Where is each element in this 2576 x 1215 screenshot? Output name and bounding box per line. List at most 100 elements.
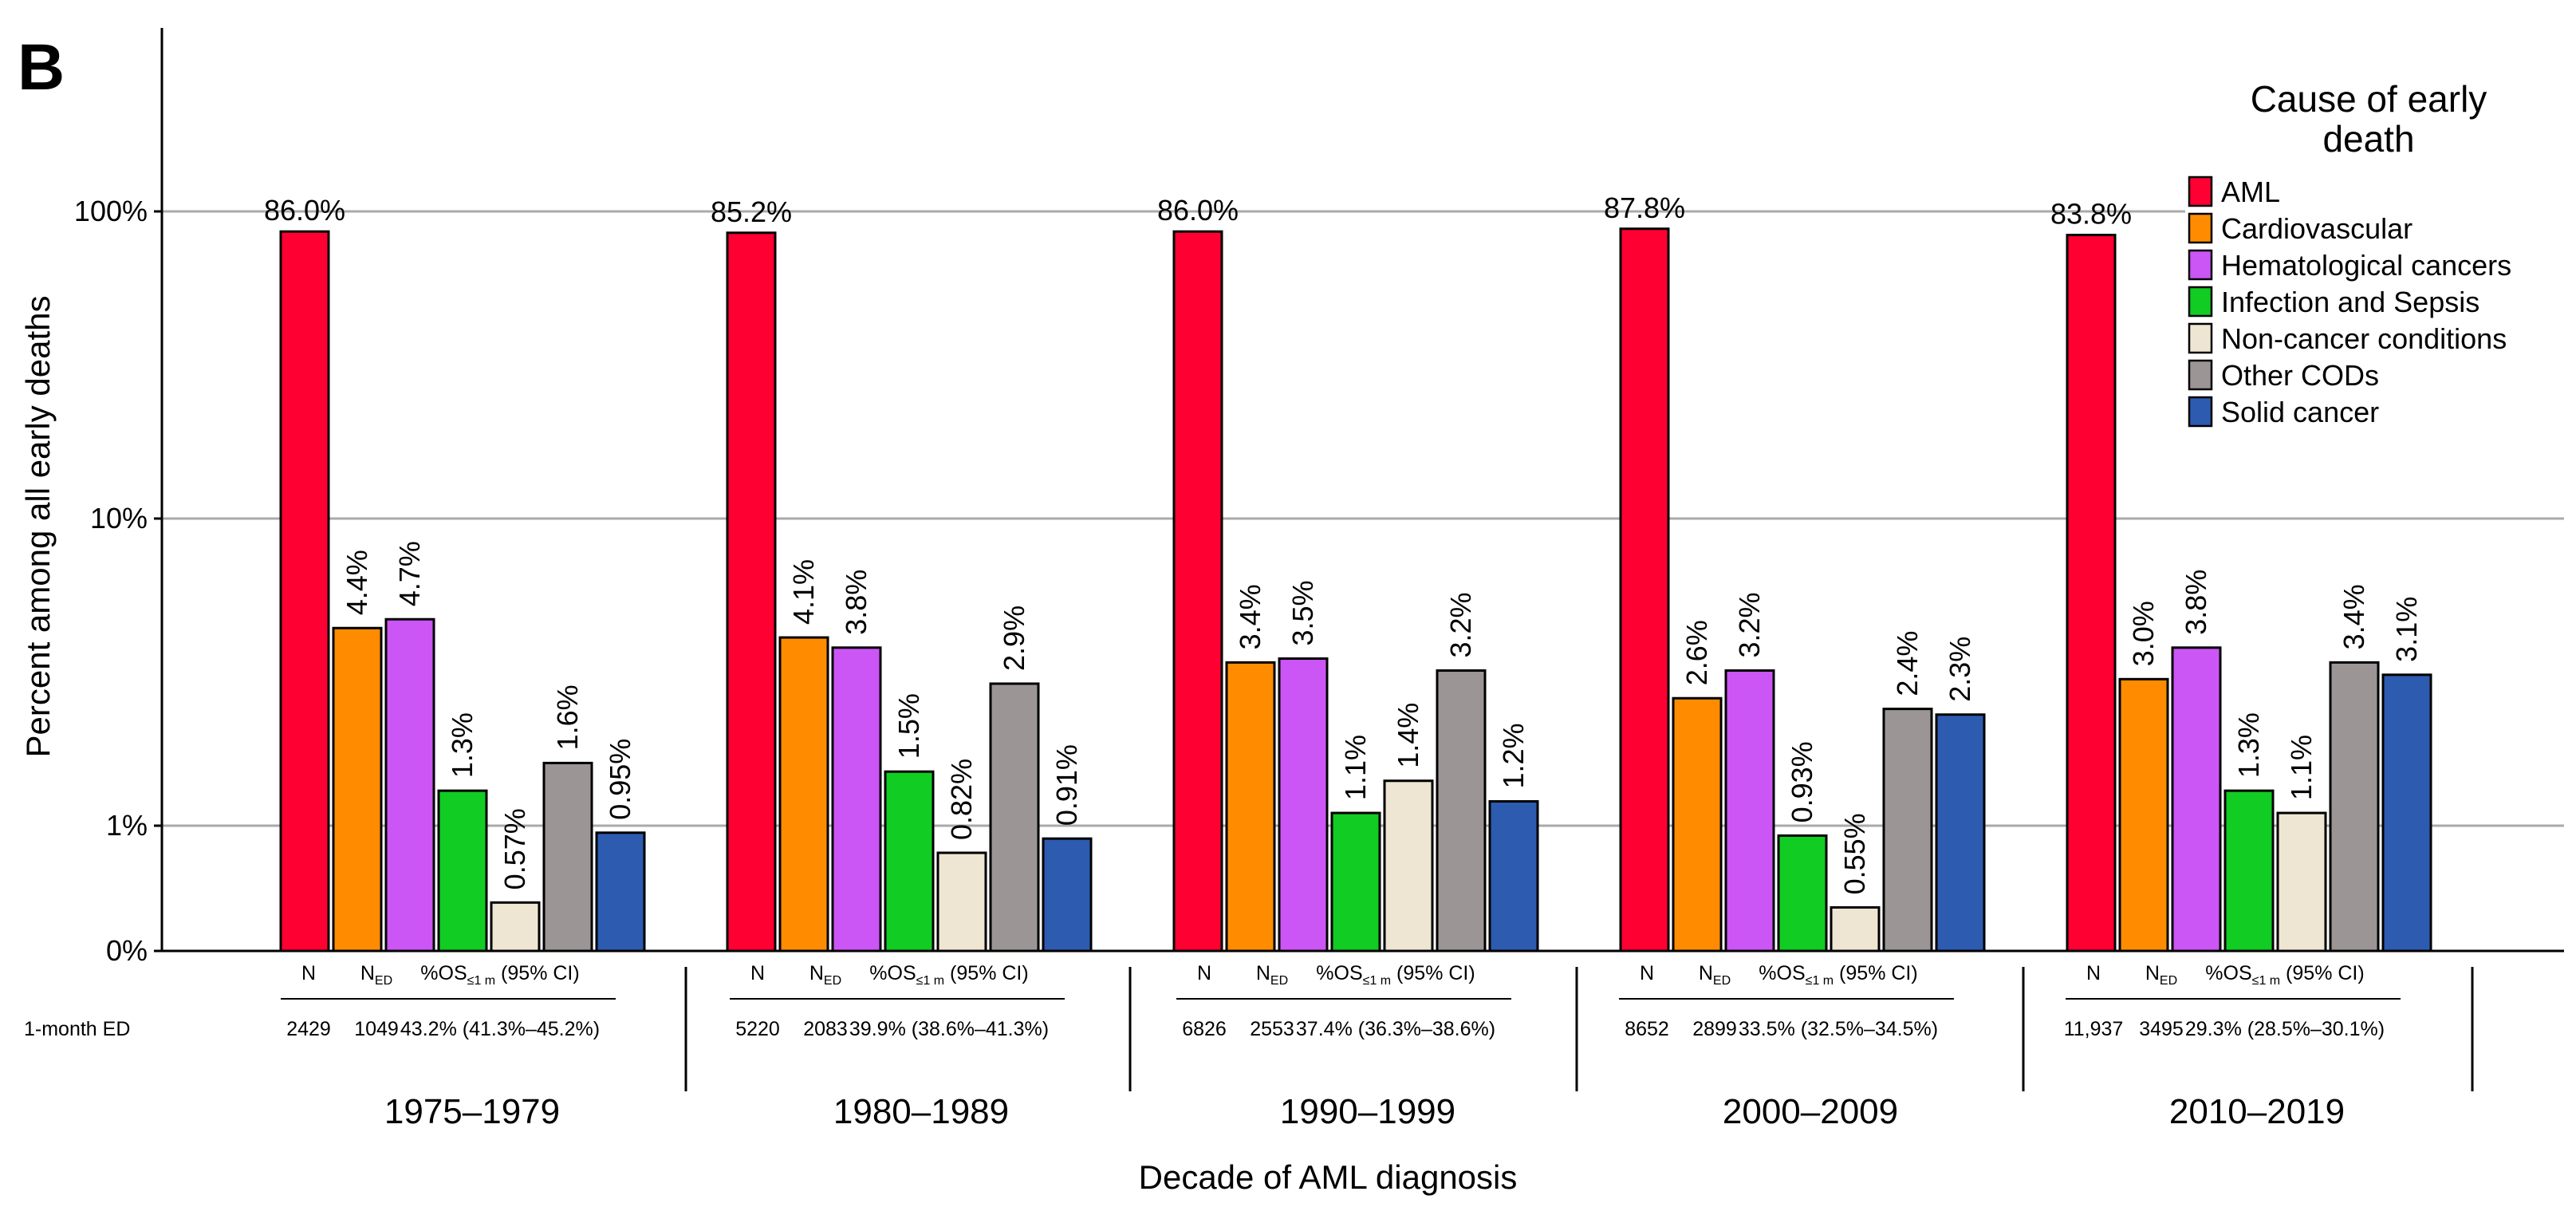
bar-cardiovascular-1980-1989 [778,636,829,953]
data-label: 0.55% [1838,813,1871,894]
bar-hematological-cancers-1975-1979 [384,617,435,953]
bar-infection-and-sepsis-2000-2009 [1777,834,1828,953]
legend-label-aml: AML [2221,176,2280,208]
table-header-n: N [1197,962,1211,984]
data-label: 2.6% [1680,620,1713,685]
legend-label-hematological-cancers: Hematological cancers [2221,249,2511,282]
table-cell-os: 39.9% (38.6%–41.3%) [849,1018,1049,1040]
bar-other-cods-1990-1999 [1436,669,1487,953]
table-header-ned: NED [1256,962,1288,988]
table-cell-ned: 2899 [1692,1018,1737,1040]
data-label: 3.1% [2390,597,2423,662]
data-label: 3.5% [1286,580,1319,645]
data-label: 4.1% [787,559,820,625]
data-label: 2.3% [1944,637,1976,702]
table-header-ned: NED [809,962,841,988]
data-label: 0.95% [604,739,636,820]
bars [279,227,2432,953]
table-header-ned: NED [2145,962,2177,988]
bar-other-cods-1980-1989 [989,682,1040,953]
legend-swatch-other-cods [2188,359,2213,391]
table-row-label: 1-month ED [24,1018,130,1040]
bar-hematological-cancers-2000-2009 [1724,669,1775,953]
table-cell-n: 8652 [1625,1018,1669,1040]
bar-aml-1980-1989 [726,231,777,953]
y-tick-label: 1% [106,809,148,842]
table-header-os: %OS≤1 m (95% CI) [1316,962,1475,988]
bar-infection-and-sepsis-1980-1989 [884,770,935,953]
data-label: 4.7% [393,541,426,606]
bar-aml-2010-2019 [2066,234,2117,953]
bar-other-cods-2000-2009 [1882,708,1933,953]
legend-label-other-cods: Other CODs [2221,359,2379,392]
bar-cardiovascular-2010-2019 [2118,677,2169,953]
bar-aml-2000-2009 [1619,227,1670,953]
data-label: 1.2% [1497,723,1530,788]
data-label: 1.3% [446,712,479,778]
x-category-label-2000-2009: 2000–2009 [1723,1092,1898,1131]
data-label: 3.0% [2127,601,2160,666]
data-label: 1.1% [1339,735,1372,800]
data-label: 2.4% [1891,631,1924,696]
bar-infection-and-sepsis-1975-1979 [437,789,488,953]
bar-other-cods-1975-1979 [542,761,593,953]
table-cell-n: 11,937 [2064,1018,2124,1040]
legend-swatch-aml [2188,176,2213,207]
bar-hematological-cancers-1980-1989 [831,646,882,953]
data-label: 1.1% [2285,735,2318,800]
table-cell-n: 2429 [286,1018,331,1040]
table-header-os: %OS≤1 m (95% CI) [1759,962,1917,988]
bar-solid-cancer-2010-2019 [2381,673,2432,953]
table-cell-os: 33.5% (32.5%–34.5%) [1739,1018,1938,1040]
bar-aml-1990-1999 [1172,230,1223,953]
summary-table: 1-month ED N NED %OS≤1 m (95% CI) 2429 1049 43… [24,962,2474,1131]
table-header-os: %OS≤1 m (95% CI) [869,962,1028,988]
bar-solid-cancer-1990-1999 [1488,800,1539,953]
bar-cardiovascular-2000-2009 [1672,696,1723,953]
data-label: 83.8% [2050,198,2132,231]
table-header-os: %OS≤1 m (95% CI) [2205,962,2364,988]
bar-cardiovascular-1975-1979 [332,626,383,953]
data-label: 86.0% [1157,194,1239,227]
legend-label-non-cancer-conditions: Non-cancer conditions [2221,322,2507,355]
table-cell-os: 29.3% (28.5%–30.1%) [2185,1018,2385,1040]
table-cell-os: 43.2% (41.3%–45.2%) [400,1018,600,1040]
x-category-label-1990-1999: 1990–1999 [1280,1092,1455,1131]
data-label: 3.2% [1444,592,1477,657]
legend-swatch-solid-cancer [2188,396,2213,428]
table-cell-n: 5220 [735,1018,780,1040]
legend-title: death [2322,118,2414,160]
legend-swatch-cardiovascular [2188,212,2213,244]
data-label: 1.6% [551,684,584,750]
data-label: 86.0% [264,194,345,227]
data-label: 1.4% [1392,703,1424,768]
table-header-os: %OS≤1 m (95% CI) [420,962,579,988]
bar-infection-and-sepsis-1990-1999 [1330,811,1381,953]
table-header-n: N [1640,962,1654,984]
data-label: 1.5% [892,693,925,759]
data-label: 0.93% [1786,741,1818,822]
table-cell-ned: 2553 [1250,1018,1294,1040]
legend-label-infection-and-sepsis: Infection and Sepsis [2221,286,2479,318]
table-header-n: N [750,962,765,984]
legend-swatch-hematological-cancers [2188,249,2213,281]
data-label: 3.4% [2338,584,2370,649]
data-label: 0.57% [498,808,531,890]
bar-infection-and-sepsis-2010-2019 [2223,789,2275,953]
bar-non-cancer-conditions-1975-1979 [490,901,541,953]
panel-letter: B [18,31,65,104]
bar-other-cods-2010-2019 [2329,661,2380,953]
x-category-label-1980-1989: 1980–1989 [833,1092,1009,1131]
axes: 0% 1% 10% 100% [74,28,2564,967]
legend-title: Cause of early [2251,78,2487,120]
legend-background [2185,76,2568,427]
x-category-label-1975-1979: 1975–1979 [384,1092,560,1131]
y-tick-label: 0% [106,934,148,967]
table-header-n: N [301,962,316,984]
bar-aml-1975-1979 [279,230,330,953]
y-tick-label: 100% [74,195,148,227]
data-label: 87.8% [1604,191,1685,224]
data-label: 1.3% [2232,712,2265,778]
data-label: 0.91% [1050,744,1083,826]
